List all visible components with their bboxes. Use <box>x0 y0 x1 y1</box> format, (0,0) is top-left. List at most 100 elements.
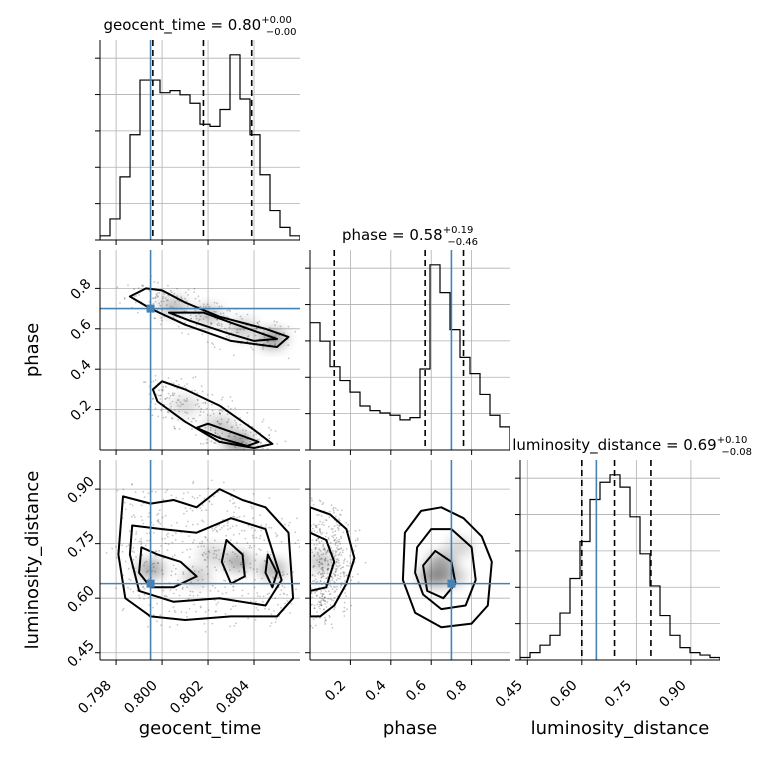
scatter-point <box>326 601 329 604</box>
scatter-point <box>261 577 263 580</box>
y-tick-label: 0.8 <box>68 276 95 303</box>
scatter-point <box>342 571 344 574</box>
scatter-point <box>337 577 339 580</box>
density-contour <box>168 311 278 342</box>
scatter-point <box>323 596 326 599</box>
scatter-point <box>196 497 199 499</box>
scatter-point <box>215 529 218 532</box>
scatter-point <box>203 497 206 500</box>
scatter-point <box>339 586 342 588</box>
scatter-point <box>152 532 155 534</box>
scatter-point <box>195 420 198 422</box>
scatter-point <box>214 539 216 542</box>
scatter-point <box>333 534 335 537</box>
scatter-point <box>218 409 221 412</box>
scatter-point <box>211 403 213 406</box>
scatter-point <box>222 312 225 315</box>
scatter-point <box>344 592 346 594</box>
scatter-point <box>323 608 325 611</box>
scatter-point <box>152 397 155 400</box>
scatter-point <box>246 313 249 316</box>
scatter-point <box>249 600 252 603</box>
scatter-point <box>217 322 220 324</box>
scatter-point <box>334 586 336 588</box>
scatter-point <box>356 573 359 575</box>
scatter-point <box>305 539 307 541</box>
scatter-point <box>225 534 228 537</box>
scatter-point <box>190 420 193 423</box>
scatter-point <box>157 295 160 298</box>
scatter-point <box>266 551 269 553</box>
scatter-point <box>329 597 332 600</box>
scatter-point <box>274 430 277 432</box>
scatter-point <box>326 551 329 553</box>
scatter-point <box>122 607 125 610</box>
scatter-point <box>220 323 223 326</box>
scatter-point <box>267 455 269 457</box>
scatter-point <box>192 376 195 379</box>
scatter-point <box>246 542 249 544</box>
scatter-point <box>335 550 338 553</box>
scatter-point <box>233 516 236 518</box>
scatter-point <box>334 543 337 546</box>
scatter-point <box>257 324 260 326</box>
scatter-point <box>269 553 272 556</box>
scatter-point <box>135 533 138 535</box>
scatter-point <box>338 525 341 527</box>
scatter-point <box>193 539 196 541</box>
scatter-point <box>177 419 180 421</box>
scatter-point <box>322 593 325 596</box>
scatter-point <box>231 551 234 554</box>
scatter-point <box>338 548 341 550</box>
scatter-point <box>154 297 157 300</box>
scatter-point <box>158 549 161 552</box>
scatter-point <box>356 537 359 540</box>
scatter-point <box>123 297 126 299</box>
scatter-point <box>332 550 334 552</box>
scatter-point <box>189 507 192 510</box>
scatter-point <box>207 487 210 490</box>
scatter-point <box>175 532 177 535</box>
scatter-point <box>336 526 339 529</box>
scatter-point <box>160 323 162 326</box>
scatter-point <box>302 541 304 543</box>
scatter-point <box>194 376 197 378</box>
scatter-point <box>261 420 264 423</box>
scatter-point <box>297 539 299 542</box>
scatter-point <box>189 590 192 593</box>
scatter-point <box>211 527 214 530</box>
scatter-point <box>227 528 230 531</box>
scatter-point <box>301 544 303 546</box>
scatter-point <box>260 524 263 527</box>
scatter-point <box>248 546 251 549</box>
scatter-point <box>326 572 328 575</box>
scatter-point <box>206 303 209 306</box>
scatter-point <box>349 555 351 557</box>
scatter-point <box>333 525 336 527</box>
scatter-point <box>320 590 323 592</box>
scatter-point <box>301 334 303 336</box>
scatter-point <box>319 529 321 531</box>
x-tick-label: 0.8 <box>443 678 470 705</box>
scatter-point <box>154 379 157 381</box>
scatter-point <box>259 442 262 445</box>
scatter-point <box>334 571 337 573</box>
pair-panel-geocent_time-phase <box>100 250 303 457</box>
scatter-point <box>142 585 144 588</box>
scatter-point <box>212 529 214 532</box>
scatter-point <box>270 526 273 529</box>
scatter-point <box>119 302 121 304</box>
scatter-point <box>191 509 194 512</box>
scatter-point <box>320 533 323 535</box>
scatter-point <box>164 397 167 400</box>
scatter-point <box>327 525 330 528</box>
scatter-point <box>138 540 141 543</box>
scatter-point <box>213 495 215 498</box>
scatter-point <box>301 527 303 529</box>
scatter-point <box>353 549 355 552</box>
scatter-point <box>319 520 322 523</box>
scatter-point <box>247 617 250 620</box>
scatter-point <box>130 515 133 518</box>
scatter-point <box>254 529 257 532</box>
scatter-point <box>331 527 334 530</box>
